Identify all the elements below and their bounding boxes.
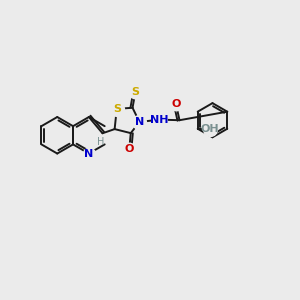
Text: S: S (131, 87, 140, 97)
Text: OH: OH (201, 124, 219, 134)
Text: N: N (135, 117, 144, 127)
Text: H: H (97, 136, 105, 146)
Text: O: O (171, 99, 181, 109)
Text: O: O (124, 144, 134, 154)
Text: S: S (113, 104, 121, 114)
Text: NH: NH (150, 115, 169, 124)
Text: N: N (84, 148, 94, 158)
